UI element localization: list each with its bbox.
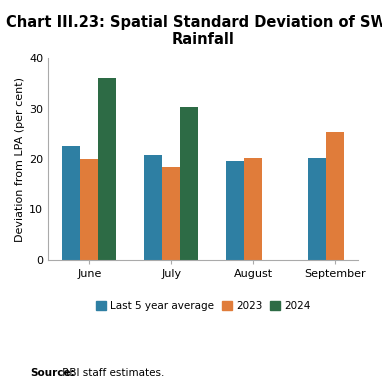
Bar [244, 157, 262, 260]
Title: Chart III.23: Spatial Standard Deviation of SWM
Rainfall: Chart III.23: Spatial Standard Deviation… [6, 15, 382, 47]
Bar [308, 157, 326, 260]
Bar [226, 161, 244, 260]
Bar [144, 155, 162, 260]
Bar [162, 167, 180, 260]
Bar [80, 159, 98, 260]
Bar [62, 146, 80, 260]
Y-axis label: Deviation from LPA (per cent): Deviation from LPA (per cent) [15, 76, 25, 242]
Legend: Last 5 year average, 2023, 2024: Last 5 year average, 2023, 2024 [92, 297, 315, 316]
Text: Source:: Source: [31, 368, 75, 378]
Bar [180, 107, 198, 260]
Text: RBI staff estimates.: RBI staff estimates. [59, 368, 165, 378]
Bar [98, 78, 117, 260]
Bar [326, 132, 344, 260]
